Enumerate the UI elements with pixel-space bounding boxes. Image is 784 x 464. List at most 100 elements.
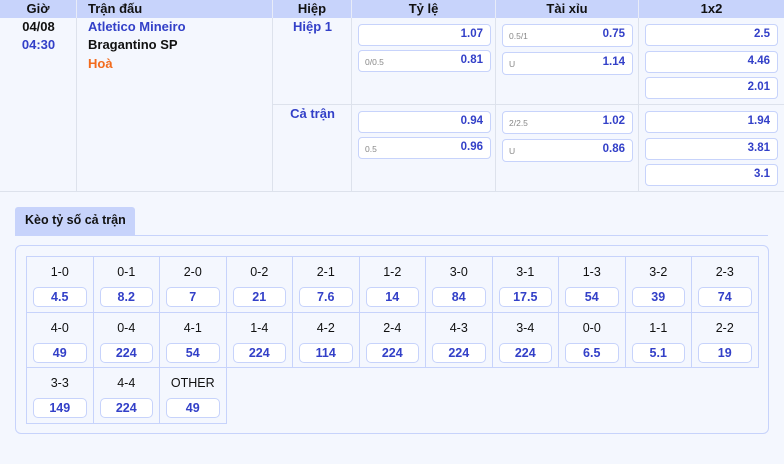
score-label: 1-0 [50, 265, 69, 279]
odds-value: 0.94 [460, 115, 483, 127]
score-label: 4-1 [183, 320, 202, 335]
score-label: 1-4 [250, 320, 269, 335]
score-odds-button[interactable]: 224 [432, 342, 486, 363]
score-label: 2-1 [316, 265, 335, 279]
score-odds-button[interactable]: 54 [565, 287, 619, 307]
odds-value: 1.14 [602, 56, 625, 68]
score-cell: 1-1 5.1 [625, 312, 692, 368]
odds-value: 0.86 [602, 143, 625, 155]
score-odds-button[interactable]: 224 [498, 342, 552, 363]
score-cell: 2-0 7 [160, 257, 227, 313]
score-label: 3-1 [516, 265, 535, 279]
match-time: 04:30 [21, 37, 56, 52]
score-label: 3-4 [516, 320, 535, 335]
score-odds-button[interactable]: 4.5 [33, 287, 87, 307]
score-cell: 3-0 84 [426, 257, 493, 313]
score-cell: 2-4 224 [359, 312, 426, 368]
overunder-odds-button[interactable]: 2/2.5 1.02 [502, 111, 633, 134]
score-odds-button[interactable]: 54 [166, 342, 220, 363]
1x2-odds-button[interactable]: 4.46 [645, 50, 778, 73]
overunder-odds-button[interactable]: U 0.86 [502, 139, 633, 162]
1x2-odds-button[interactable]: 3.81 [645, 137, 778, 160]
score-label: 1-3 [582, 265, 601, 279]
score-odds-button[interactable]: 224 [99, 342, 153, 363]
score-odds-button[interactable]: 21 [232, 287, 286, 307]
1x2-odds-button[interactable]: 2.5 [645, 24, 778, 46]
score-label: 3-3 [50, 376, 69, 390]
odds-value: 0.96 [460, 141, 483, 153]
overunder-line: 2/2.5 [509, 118, 528, 128]
correct-score-panel [15, 245, 769, 434]
odds-value: 4.46 [747, 54, 770, 67]
handicap-odds-button[interactable]: 0/0.5 0.81 [358, 50, 491, 72]
correct-score-grid: 1-0 4.5 0-1 8.2 2-0 7 0-2 21 2-1 7.6 1-2 14 3-0 84 3-1… [26, 256, 759, 424]
score-label: 2-3 [715, 265, 734, 279]
score-cell: 0-1 8.2 [93, 257, 160, 313]
score-label: 0-4 [117, 320, 136, 335]
score-odds-button[interactable]: 14 [365, 287, 419, 307]
header-time: Giờ [0, 0, 77, 18]
home-team[interactable]: Atletico Mineiro [88, 19, 186, 34]
1x2-odds-button[interactable]: 1.94 [645, 111, 778, 133]
score-label: 3-0 [449, 265, 468, 279]
score-label: 4-2 [316, 320, 335, 335]
score-odds-button[interactable]: 114 [299, 342, 353, 363]
overunder-line: U [509, 146, 516, 156]
tab-correct-score[interactable]: Kèo tỷ số cả trận [15, 207, 135, 236]
handicap-odds-button[interactable]: 0.5 0.96 [358, 137, 491, 159]
draw-label: Hoà [88, 56, 113, 71]
score-odds-button[interactable]: 39 [631, 287, 685, 307]
score-cell: 0-0 6.5 [559, 312, 626, 368]
period-label: Cả trận [290, 106, 335, 121]
header-1x2: 1x2 [639, 0, 784, 18]
odds-value: 1.94 [747, 115, 770, 127]
score-odds-button[interactable]: 49 [166, 398, 220, 418]
score-cell: 1-2 14 [359, 257, 426, 313]
1x2-odds-button[interactable]: 3.1 [645, 164, 778, 186]
odds-value: 2.5 [754, 28, 770, 40]
score-label: 2-2 [715, 320, 734, 335]
score-odds-button[interactable]: 49 [33, 342, 87, 363]
score-cell: 1-3 54 [559, 257, 626, 313]
score-odds-button[interactable]: 84 [432, 287, 486, 307]
1x2-odds-button[interactable]: 2.01 [645, 77, 778, 99]
score-cell: 3-2 39 [625, 257, 692, 313]
score-cell: 2-2 19 [692, 312, 759, 368]
handicap-odds-button[interactable]: 1.07 [358, 24, 491, 46]
score-cell: 0-2 21 [226, 257, 293, 313]
score-cell: 3-1 17.5 [492, 257, 559, 313]
score-label: 0-1 [117, 265, 136, 279]
odds-value: 3.81 [747, 141, 770, 154]
score-odds-button[interactable]: 7.6 [299, 287, 353, 307]
score-odds-button[interactable]: 7 [166, 287, 220, 307]
handicap-odds-button[interactable]: 0.94 [358, 111, 491, 133]
score-odds-button[interactable]: 6.5 [565, 342, 619, 363]
score-odds-button[interactable]: 74 [698, 287, 752, 307]
score-odds-button[interactable]: 224 [232, 342, 286, 363]
score-odds-button[interactable]: 8.2 [99, 287, 153, 307]
score-odds-button[interactable]: 149 [33, 398, 87, 418]
away-team[interactable]: Bragantino SP [88, 37, 178, 52]
odds-value: 0.81 [460, 54, 483, 66]
score-cell: 4-4 224 [93, 368, 160, 424]
handicap-line: 0.5 [365, 144, 377, 154]
handicap-line: 0/0.5 [365, 57, 384, 67]
score-odds-button[interactable]: 224 [99, 398, 153, 418]
score-cell: 3-4 224 [492, 312, 559, 368]
odds-value: 1.07 [460, 28, 483, 40]
score-cell: 3-3 149 [27, 368, 94, 424]
overunder-odds-button[interactable]: 0.5/1 0.75 [502, 24, 633, 47]
match-date: 04/08 [22, 19, 55, 34]
score-cell: 4-2 114 [293, 312, 360, 368]
score-cell: 1-0 4.5 [27, 257, 94, 313]
header-overunder: Tài xỉu [496, 0, 639, 18]
score-odds-button[interactable]: 19 [698, 342, 752, 363]
score-odds-button[interactable]: 224 [365, 342, 419, 363]
score-odds-button[interactable]: 5.1 [631, 342, 685, 363]
overunder-odds-button[interactable]: U 1.14 [502, 52, 633, 75]
score-label: 0-2 [250, 265, 269, 279]
score-label: 4-0 [50, 320, 69, 335]
score-odds-button[interactable]: 17.5 [498, 287, 552, 307]
header-handicap: Tỷ lệ [352, 0, 496, 18]
score-cell: 4-1 54 [160, 312, 227, 368]
